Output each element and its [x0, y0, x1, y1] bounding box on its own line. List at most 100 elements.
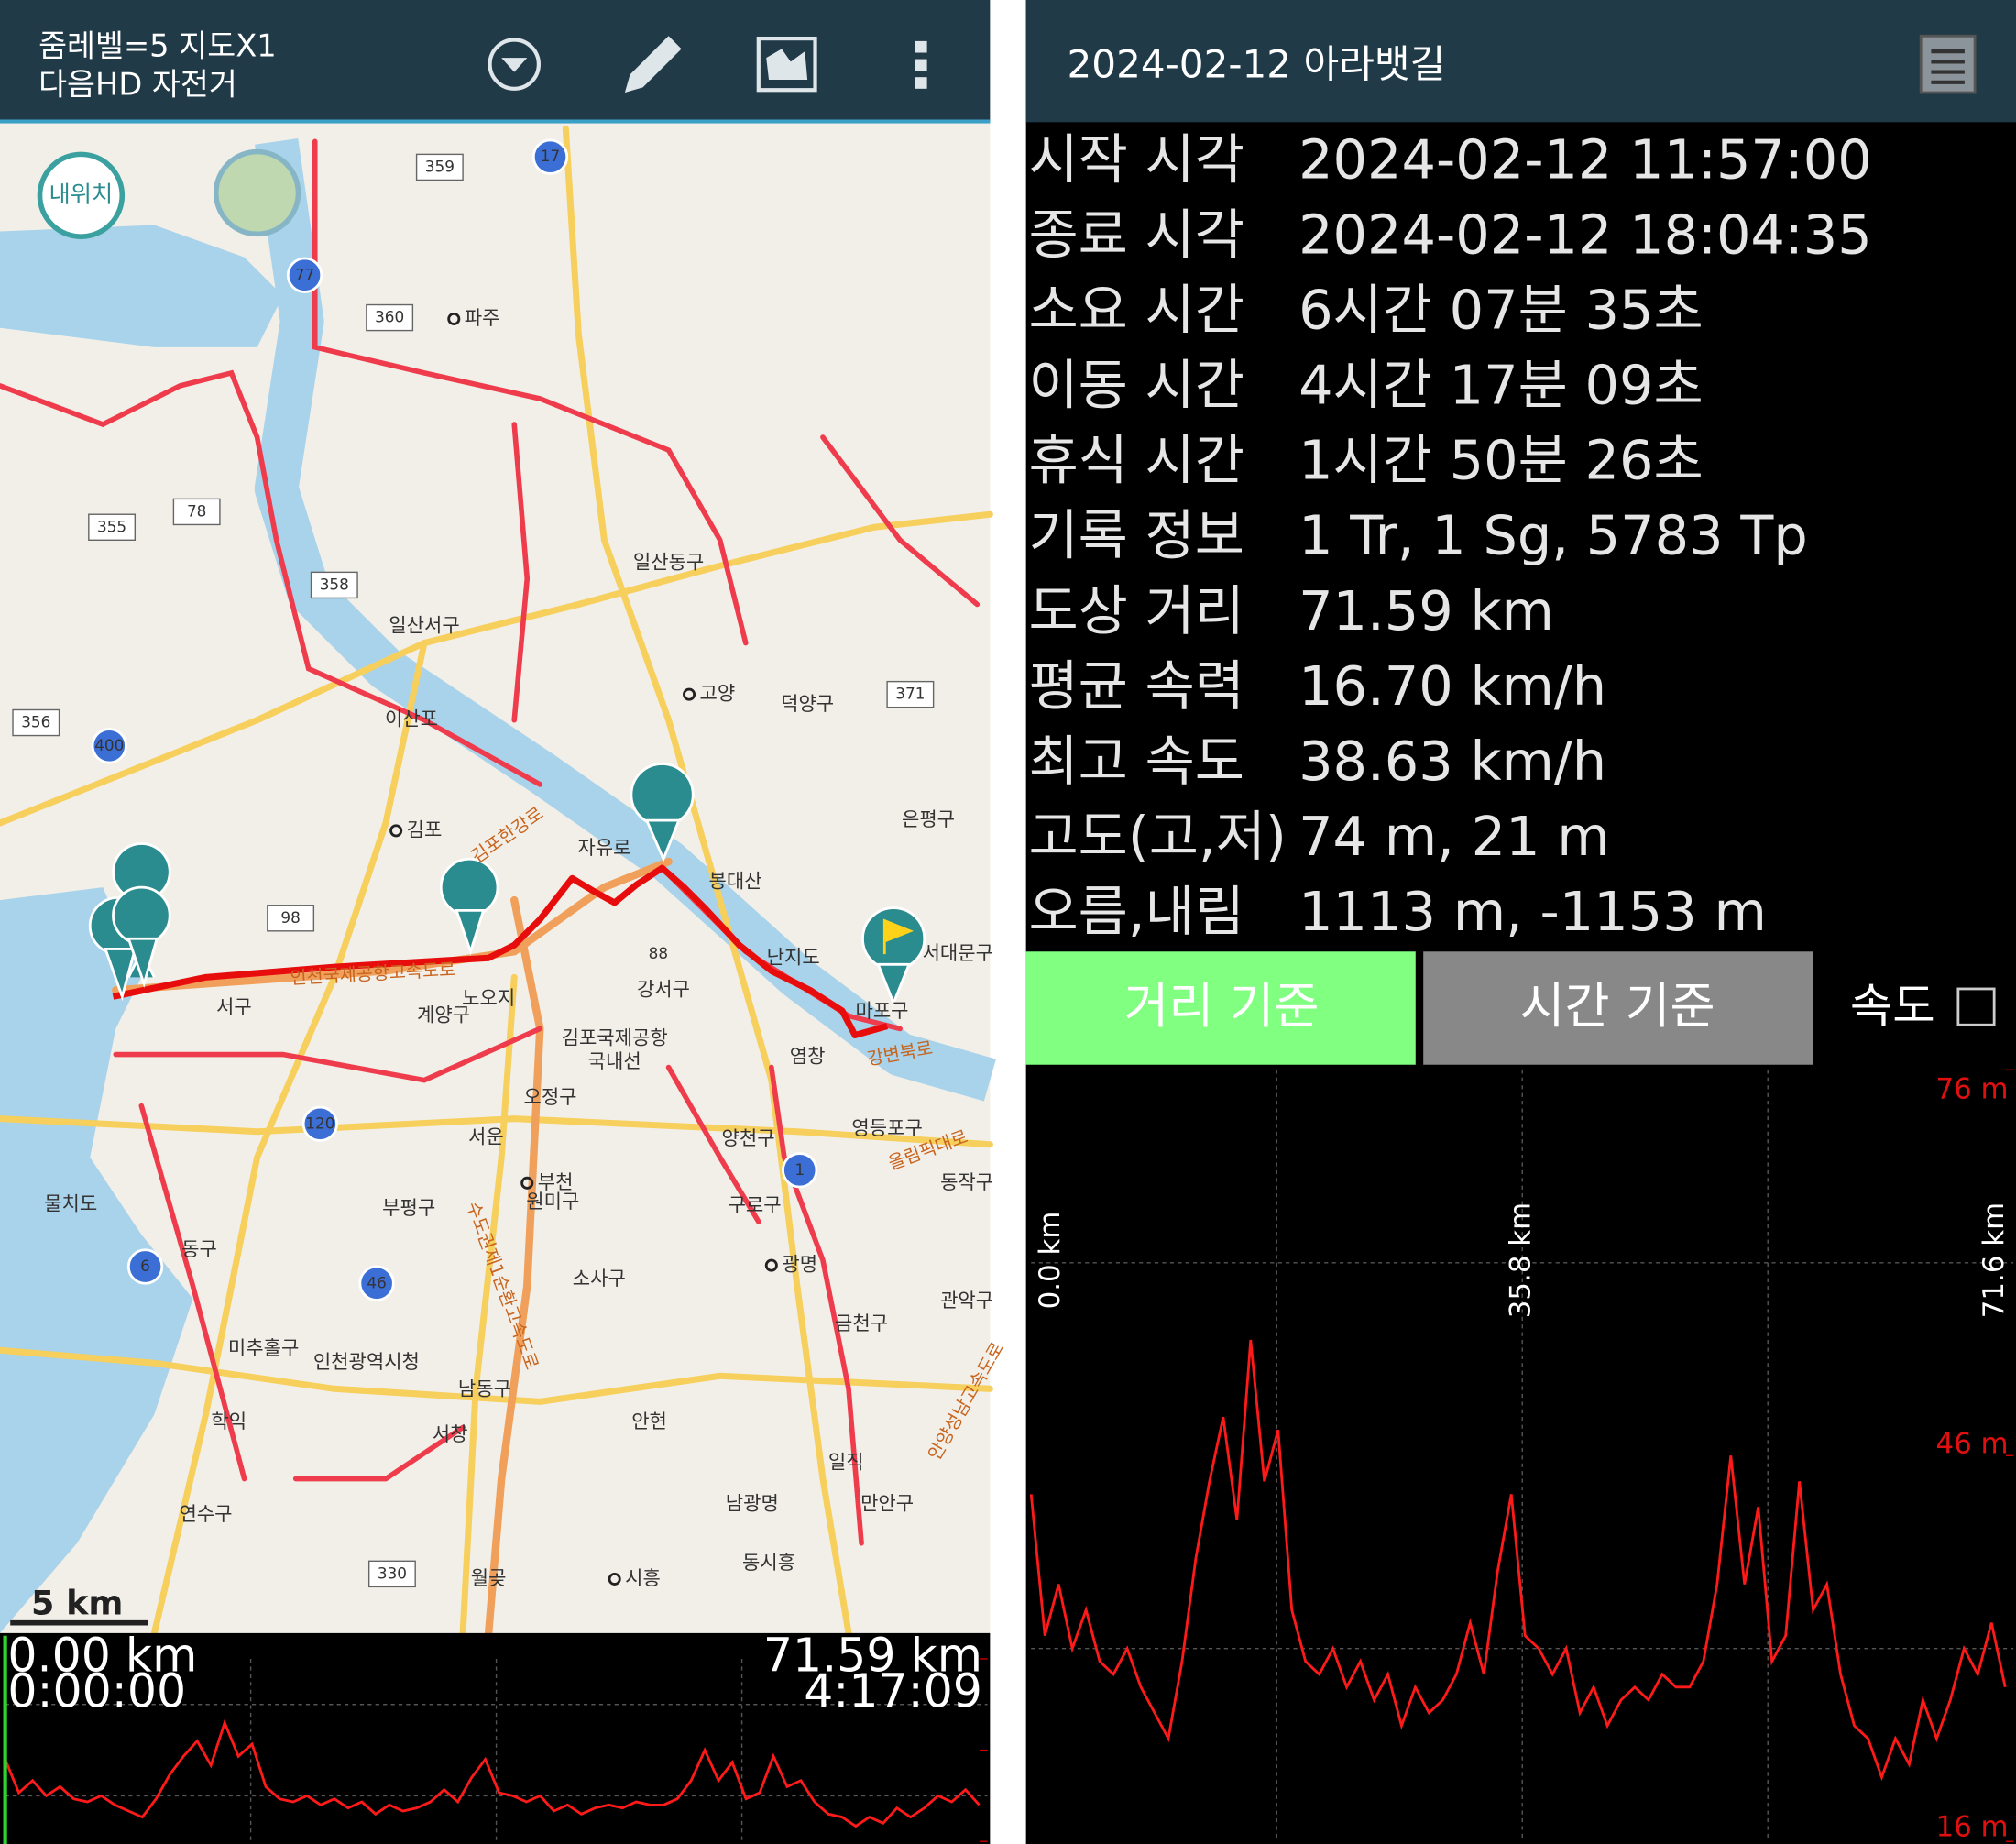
place-label: 서구	[216, 995, 252, 1018]
elevation-line	[1029, 1339, 2007, 1782]
place-label: 동구	[181, 1237, 217, 1260]
road-shield	[91, 728, 127, 764]
elevation-line	[4, 1718, 981, 1828]
distance-basis-label: 거리 기준	[1123, 978, 1319, 1035]
place-label: 미추홀구	[228, 1336, 299, 1359]
stat-label: 종료 시각	[1028, 203, 1244, 266]
x-tick-label: 35.8 km	[1505, 1202, 1538, 1318]
stat-label: 기록 정보	[1028, 504, 1244, 567]
stat-value: 38.63 km/h	[1298, 730, 1606, 793]
road-shield	[415, 153, 464, 181]
road-number: 360	[375, 308, 404, 326]
place-label: 일직	[828, 1451, 864, 1474]
road-number: 78	[187, 501, 206, 520]
place-dot	[520, 1176, 534, 1190]
stat-label: 도상 거리	[1028, 579, 1244, 642]
road-shield	[172, 498, 221, 526]
place-label: 동시흥	[742, 1551, 795, 1574]
stat-label: 오름,내림	[1028, 880, 1244, 943]
road-shield	[286, 257, 323, 293]
road-shield	[301, 1105, 339, 1142]
place-label: 안현	[631, 1410, 667, 1432]
stat-value: 2024-02-12 18:04:35	[1298, 203, 1872, 266]
stat-label: 소요 시간	[1028, 278, 1244, 341]
menu-button[interactable]	[1919, 34, 1977, 94]
waypoint-markers	[88, 763, 926, 1007]
road-number: 356	[21, 713, 50, 731]
road-shield	[366, 303, 414, 332]
my-location-button[interactable]: 내위치	[37, 151, 126, 239]
road-shield	[531, 138, 569, 175]
place-label: 소사구	[573, 1267, 626, 1290]
place-label: 원미구	[526, 1190, 579, 1213]
road-shield	[886, 680, 935, 708]
road-number: 17	[541, 147, 560, 165]
edit-button[interactable]	[624, 36, 682, 93]
place-label: 자유로	[577, 836, 630, 859]
road-shield	[782, 1152, 818, 1189]
road-shield	[12, 708, 60, 737]
road-number: 1	[794, 1160, 805, 1179]
mini-chart	[0, 1632, 991, 1844]
stat-value: 1 Tr, 1 Sg, 5783 Tp	[1298, 504, 1808, 567]
route	[112, 864, 889, 1038]
place-label: 양천구	[722, 1126, 775, 1149]
road-number: 359	[425, 157, 455, 175]
place-label: 덕양구	[781, 692, 834, 715]
distance-basis-button[interactable]	[1025, 951, 1416, 1065]
stat-value: 6시간 07분 35초	[1298, 278, 1704, 341]
place-label: 마포구	[855, 999, 908, 1022]
road-shield	[358, 1265, 395, 1301]
place-label: 노오지	[462, 986, 515, 1009]
speed-label: 속도	[1850, 979, 1935, 1033]
scale-label: 5 km	[31, 1584, 123, 1623]
y-tick-label: 16 m	[1935, 1811, 2008, 1844]
map-header	[0, 0, 991, 123]
place-label: 김포국제공항	[562, 1026, 668, 1049]
mini-start-time: 0:00:00	[7, 1664, 186, 1718]
layer-button[interactable]	[213, 148, 301, 237]
place-label: 동작구	[940, 1170, 993, 1193]
y-tick-label: 76 m	[1935, 1072, 2008, 1105]
x-tick-label: 71.6 km	[1978, 1202, 2011, 1318]
place-label: 구로구	[729, 1193, 782, 1216]
overflow-menu[interactable]	[915, 40, 927, 89]
info-header	[1025, 0, 2016, 123]
stat-value: 1113 m, -1153 m	[1298, 880, 1767, 943]
place-label: 서창	[433, 1422, 468, 1445]
road-shield	[126, 1248, 164, 1285]
stat-value: 16.70 km/h	[1298, 654, 1606, 718]
speed-checkbox[interactable]	[1956, 987, 1996, 1026]
stat-value: 4시간 17분 09초	[1298, 354, 1704, 417]
stat-value: 2024-02-12 11:57:00	[1298, 127, 1872, 191]
place-label: 오정구	[523, 1085, 576, 1108]
zoom-info: 줌레벨=5 지도X1	[38, 27, 277, 63]
dropdown-button[interactable]	[488, 38, 541, 91]
place-label: 계양구	[417, 1003, 470, 1026]
map-button[interactable]	[756, 36, 817, 93]
time-basis-button[interactable]	[1423, 951, 1813, 1065]
track-title: 2024-02-12 아라뱃길	[1068, 41, 1446, 86]
place-label: 국내선	[588, 1049, 641, 1072]
road-number: 371	[895, 685, 925, 703]
place-label: 금천구	[835, 1312, 888, 1334]
stat-value: 71.59 km	[1298, 579, 1554, 642]
place-label: 부평구	[382, 1196, 435, 1219]
place-label: 학익	[211, 1410, 247, 1432]
stat-label: 휴식 시간	[1028, 429, 1244, 492]
road-number: 88	[649, 944, 668, 962]
map-source: 다음HD 자전거	[38, 67, 237, 103]
place-label: 서대문구	[923, 941, 993, 964]
stat-label: 이동 시간	[1028, 354, 1244, 417]
stat-label: 고도(고,저)	[1028, 805, 1286, 868]
place-dot	[683, 687, 696, 701]
stat-value: 1시간 50분 26초	[1298, 429, 1704, 492]
mini-end-time: 4:17:09	[804, 1664, 982, 1718]
place-label: 관악구	[940, 1289, 993, 1312]
place-label: 부천	[538, 1170, 574, 1193]
stat-label: 평균 속력	[1028, 654, 1244, 718]
place-label: 연수구	[179, 1502, 232, 1525]
